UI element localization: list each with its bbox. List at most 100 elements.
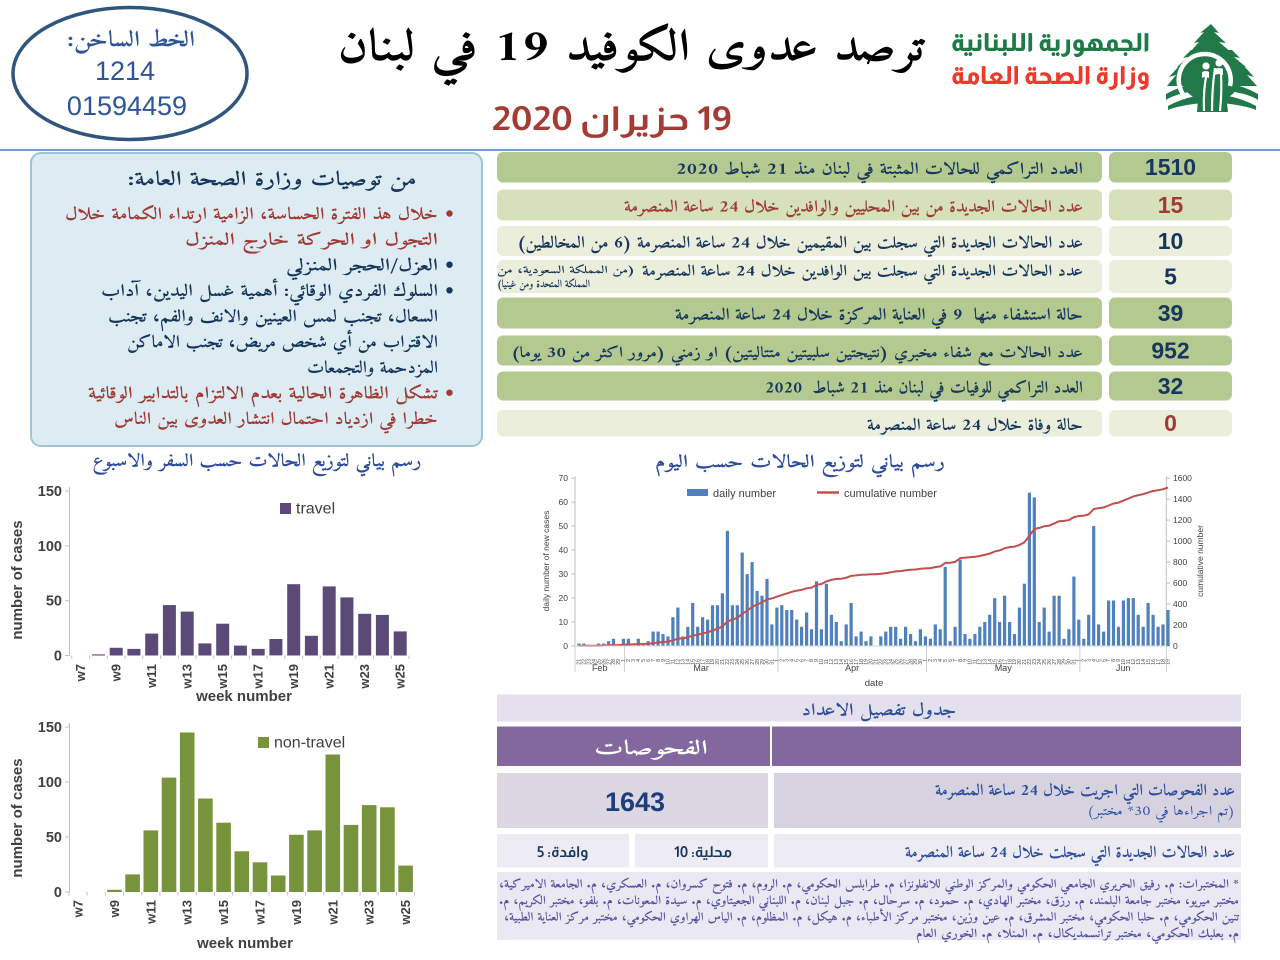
svg-text:5: 5 <box>794 659 800 662</box>
svg-text:2: 2 <box>626 659 632 662</box>
svg-text:22: 22 <box>879 659 885 665</box>
svg-text:5: 5 <box>1164 264 1177 290</box>
svg-text:w19: w19 <box>286 664 301 690</box>
svg-text:952: 952 <box>1151 338 1189 364</box>
svg-text:29: 29 <box>616 659 622 665</box>
svg-text:150: 150 <box>38 484 62 500</box>
svg-text:7: 7 <box>651 659 657 662</box>
svg-text:12: 12 <box>829 659 835 665</box>
svg-text:21: 21 <box>1022 659 1028 665</box>
svg-text:01594459: 01594459 <box>67 91 187 121</box>
svg-text:8: 8 <box>656 659 662 662</box>
svg-text:14: 14 <box>839 659 845 665</box>
svg-text:daily number of new cases: daily number of new cases <box>541 511 551 612</box>
svg-text:w13: w13 <box>180 900 195 926</box>
svg-text:w25: w25 <box>398 900 413 926</box>
svg-text:19: 19 <box>1166 659 1172 665</box>
svg-text:26: 26 <box>745 659 751 665</box>
svg-text:26: 26 <box>1047 659 1053 665</box>
svg-text:15: 15 <box>844 659 850 665</box>
svg-text:non-travel: non-travel <box>274 735 345 752</box>
svg-text:travel: travel <box>296 501 335 518</box>
svg-text:50: 50 <box>559 521 569 531</box>
svg-text:600: 600 <box>1173 578 1187 588</box>
svg-text:13: 13 <box>834 659 840 665</box>
svg-text:7: 7 <box>804 659 810 662</box>
svg-text:30: 30 <box>559 569 569 579</box>
svg-text:1600: 1600 <box>1173 473 1192 483</box>
svg-text:w13: w13 <box>180 664 195 690</box>
svg-text:4: 4 <box>790 659 796 662</box>
svg-text:4: 4 <box>938 659 944 662</box>
svg-text:w19: w19 <box>289 900 304 926</box>
svg-text:9: 9 <box>1116 659 1122 662</box>
svg-text:28: 28 <box>755 659 761 665</box>
svg-text:1400: 1400 <box>1173 494 1192 504</box>
svg-text:May: May <box>995 663 1013 673</box>
svg-text:15: 15 <box>1146 659 1152 665</box>
svg-text:number of cases: number of cases <box>9 520 26 639</box>
svg-text:19: 19 <box>1012 659 1018 665</box>
svg-text:Jun: Jun <box>1116 663 1131 673</box>
svg-text:29: 29 <box>760 659 766 665</box>
svg-text:8: 8 <box>1111 659 1117 662</box>
svg-text:5: 5 <box>1096 659 1102 662</box>
svg-text:14: 14 <box>686 659 692 665</box>
svg-text:21: 21 <box>874 659 880 665</box>
svg-text:1200: 1200 <box>1173 515 1192 525</box>
svg-text:22: 22 <box>1027 659 1033 665</box>
svg-text:week number: week number <box>195 688 292 705</box>
svg-text:28: 28 <box>908 659 914 665</box>
svg-text:25: 25 <box>893 659 899 665</box>
svg-text:4: 4 <box>636 659 642 662</box>
svg-text:w15: w15 <box>215 664 230 690</box>
svg-text:60: 60 <box>559 497 569 507</box>
svg-text:17: 17 <box>854 659 860 665</box>
svg-text:20: 20 <box>1017 659 1023 665</box>
svg-text:15: 15 <box>691 659 697 665</box>
svg-text:w11: w11 <box>143 900 158 925</box>
svg-text:3: 3 <box>785 659 791 662</box>
svg-text:12: 12 <box>1131 659 1137 665</box>
svg-text:8: 8 <box>809 659 815 662</box>
svg-text:13: 13 <box>983 659 989 665</box>
svg-text:2: 2 <box>1082 659 1088 662</box>
svg-text:3: 3 <box>631 659 637 662</box>
svg-text:18: 18 <box>1161 659 1167 665</box>
svg-text:31: 31 <box>1072 659 1078 665</box>
svg-text:10: 10 <box>819 659 825 665</box>
svg-text:9: 9 <box>963 659 969 662</box>
svg-text:28: 28 <box>1057 659 1063 665</box>
svg-text:50: 50 <box>46 594 62 610</box>
svg-text:39: 39 <box>1158 300 1184 326</box>
svg-text:18: 18 <box>705 659 711 665</box>
svg-text:18: 18 <box>859 659 865 665</box>
svg-text:21: 21 <box>720 659 726 665</box>
svg-text:27: 27 <box>903 659 909 665</box>
svg-text:w7: w7 <box>73 664 88 682</box>
svg-text:200: 200 <box>1173 620 1187 630</box>
svg-text:2: 2 <box>780 659 786 662</box>
svg-text:5: 5 <box>943 659 949 662</box>
svg-text:11: 11 <box>973 659 979 664</box>
svg-text:w17: w17 <box>251 664 266 690</box>
svg-text:18: 18 <box>1007 659 1013 665</box>
svg-text:11: 11 <box>824 659 830 664</box>
svg-text:23: 23 <box>1032 659 1038 665</box>
svg-text:70: 70 <box>559 473 569 483</box>
svg-text:100: 100 <box>38 539 62 555</box>
svg-text:7: 7 <box>953 659 959 662</box>
svg-text:week number: week number <box>196 935 293 952</box>
svg-text:1214: 1214 <box>95 56 155 86</box>
svg-text:29: 29 <box>913 659 919 665</box>
svg-text:10: 10 <box>1121 659 1127 665</box>
svg-text:10: 10 <box>1158 228 1184 254</box>
svg-text:16: 16 <box>1151 659 1157 665</box>
svg-text:20: 20 <box>869 659 875 665</box>
svg-text:12: 12 <box>676 659 682 665</box>
svg-text:0: 0 <box>563 641 568 651</box>
svg-text:1510: 1510 <box>1145 154 1196 180</box>
svg-text:6: 6 <box>948 659 954 662</box>
svg-text:1: 1 <box>1077 659 1083 662</box>
svg-text:30: 30 <box>765 659 771 665</box>
